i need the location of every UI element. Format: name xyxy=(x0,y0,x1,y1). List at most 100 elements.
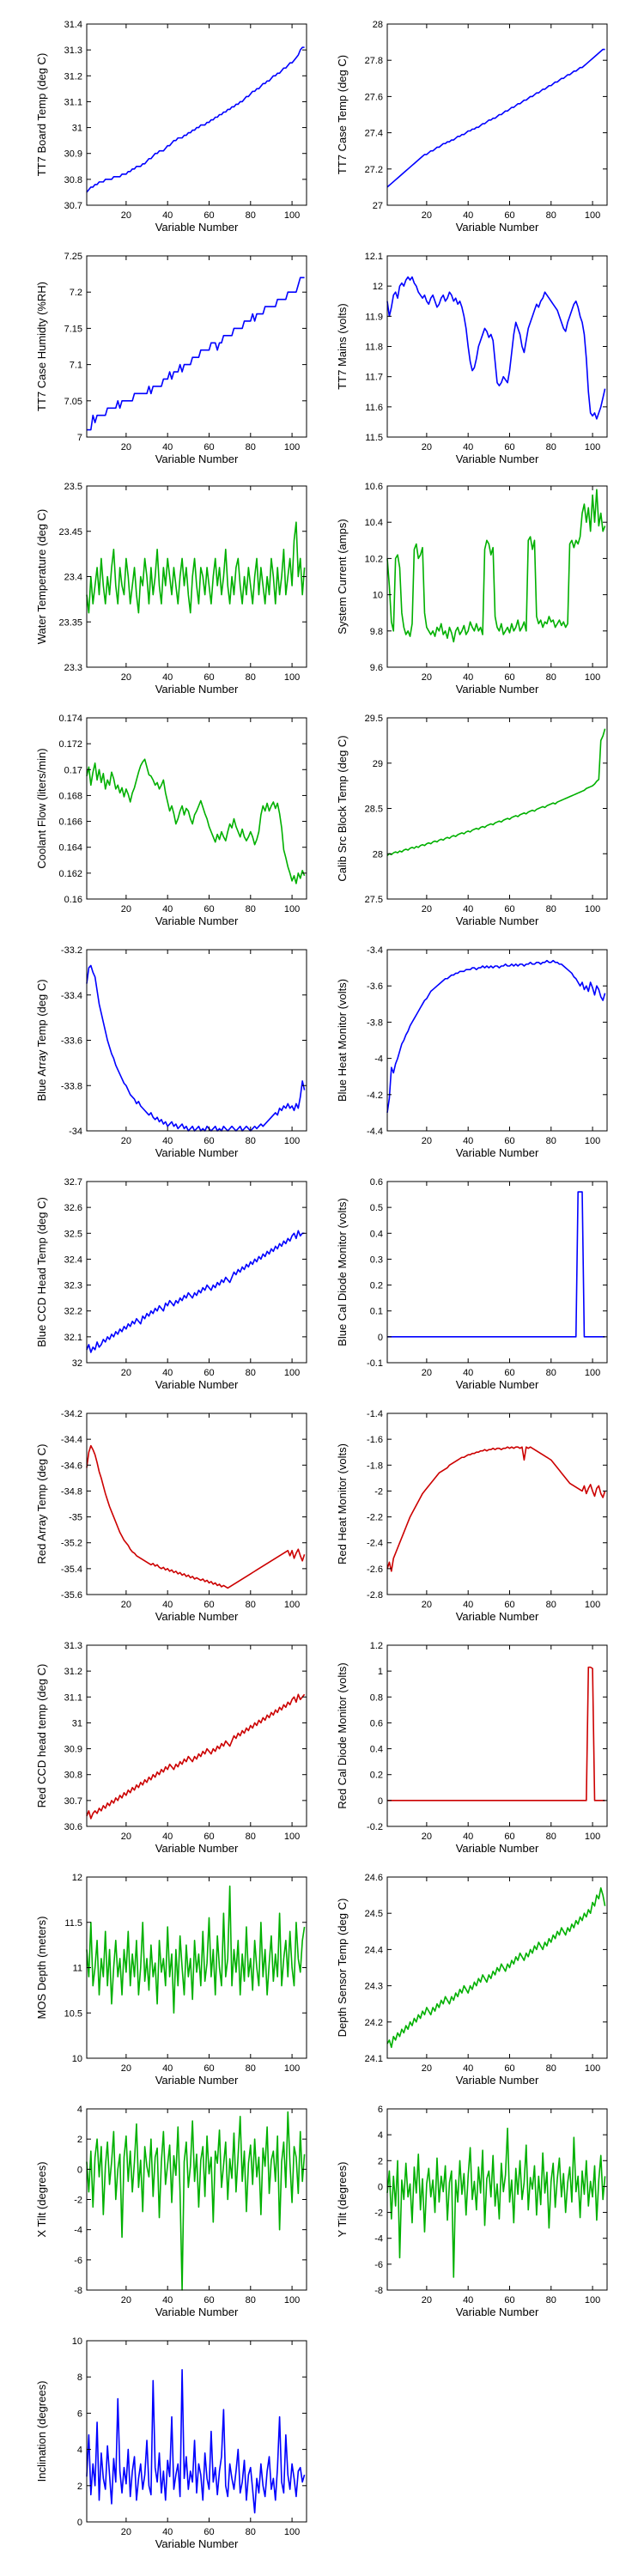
x-axis-label: Variable Number xyxy=(155,1378,239,1391)
x-tick-label: 100 xyxy=(585,2063,600,2074)
x-tick-label: 100 xyxy=(585,1368,600,1378)
y-tick-label: -33.8 xyxy=(61,1081,82,1091)
y-tick-label: -2 xyxy=(374,2208,383,2219)
y-tick-label: 0.5 xyxy=(370,1203,383,1213)
x-tick-label: 60 xyxy=(204,210,214,221)
series-line xyxy=(86,964,306,1132)
x-tick-label: 20 xyxy=(422,2063,432,2074)
y-tick-label: 0.16 xyxy=(64,895,82,905)
y-tick-label: 4 xyxy=(77,2445,82,2456)
y-tick-label: 11.8 xyxy=(365,343,383,353)
y-tick-label: 7.1 xyxy=(70,361,82,371)
x-tick-label: 60 xyxy=(204,672,214,683)
x-tick-label: 100 xyxy=(585,904,600,914)
x-tick-label: 40 xyxy=(463,2295,473,2306)
x-tick-label: 100 xyxy=(585,672,600,683)
x-tick-label: 20 xyxy=(422,1136,432,1146)
y-tick-label: 27.4 xyxy=(365,129,383,139)
x-tick-label: 100 xyxy=(284,210,300,221)
y-tick-label: 30.9 xyxy=(64,1745,82,1755)
y-tick-label: 23.35 xyxy=(58,617,82,628)
series-line xyxy=(86,46,305,193)
x-axis-label: Variable Number xyxy=(155,1146,239,1159)
y-tick-label: 32.1 xyxy=(64,1333,82,1343)
x-tick-label: 40 xyxy=(463,1136,473,1146)
x-tick-label: 80 xyxy=(546,1136,556,1146)
y-tick-label: 24.1 xyxy=(365,2054,383,2064)
series-line xyxy=(386,489,606,643)
y-tick-label: 11.5 xyxy=(64,1918,82,1929)
series-line xyxy=(86,2368,306,2514)
y-axis-label: Inclination (degrees) xyxy=(35,2381,48,2482)
axis-frame xyxy=(86,2340,307,2523)
y-tick-label: -33.6 xyxy=(61,1036,82,1047)
y-tick-label: 6 xyxy=(378,2105,383,2115)
series-line xyxy=(386,1886,606,2049)
subplot-12: 20 40 60 80 100 -0.1 0 0.1 0.2 0.3 0.4 0.5 0.6 Variab… xyxy=(336,1177,608,1391)
plot-area xyxy=(387,1645,607,1826)
x-tick-label: 40 xyxy=(463,904,473,914)
x-tick-label: 40 xyxy=(162,442,173,453)
y-tick-label: 4 xyxy=(378,2130,383,2141)
x-tick-label: 20 xyxy=(422,2295,432,2306)
y-tick-label: -2.6 xyxy=(367,1564,383,1575)
x-tick-label: 40 xyxy=(162,904,173,914)
y-tick-label: 32.2 xyxy=(64,1307,82,1317)
x-tick-label: 60 xyxy=(204,2295,214,2306)
x-tick-label: 40 xyxy=(463,1832,473,1842)
y-tick-label: 7.15 xyxy=(64,324,82,334)
y-tick-label: -3.6 xyxy=(367,981,383,992)
axis-frame xyxy=(386,2108,608,2291)
x-tick-label: 20 xyxy=(121,210,131,221)
series-line xyxy=(86,1885,306,2014)
series-line xyxy=(86,521,306,614)
y-tick-label: 0.2 xyxy=(370,1281,383,1291)
x-tick-label: 100 xyxy=(585,2295,600,2306)
y-axis-label: Red Heat Monitor (volts) xyxy=(336,1443,349,1564)
x-tick-label: 100 xyxy=(585,442,600,453)
x-tick-label: 40 xyxy=(162,1136,173,1146)
y-tick-label: -4 xyxy=(74,2226,82,2236)
y-tick-label: 30.9 xyxy=(64,149,82,160)
series-line xyxy=(86,1444,306,1589)
x-tick-label: 80 xyxy=(246,1600,256,1610)
x-tick-label: 20 xyxy=(121,2295,131,2306)
y-tick-label: 1 xyxy=(378,1667,383,1677)
x-tick-label: 80 xyxy=(246,672,256,683)
y-tick-label: 0.6 xyxy=(370,1718,383,1728)
x-tick-label: 80 xyxy=(546,210,556,221)
x-tick-label: 20 xyxy=(422,1832,432,1842)
x-tick-label: 60 xyxy=(504,2063,514,2074)
y-tick-label: 30.6 xyxy=(64,1822,82,1832)
x-tick-label: 40 xyxy=(463,1600,473,1610)
x-tick-label: 80 xyxy=(246,904,256,914)
y-tick-label: 11.5 xyxy=(365,433,383,443)
x-tick-label: 80 xyxy=(246,1832,256,1842)
subplot-2: 20 40 60 80 100 27 27.2 27.4 27.6 27.8 28 Variable … xyxy=(336,20,608,234)
y-tick-label: 0.174 xyxy=(58,714,82,724)
y-tick-label: -34 xyxy=(69,1127,82,1137)
y-tick-label: -4 xyxy=(374,1054,383,1065)
plot-area xyxy=(87,718,307,899)
y-tick-label: -6 xyxy=(74,2256,82,2266)
plot-area xyxy=(387,24,607,205)
y-tick-label: 27.8 xyxy=(365,56,383,66)
y-tick-label: 0.166 xyxy=(58,817,82,828)
subplot-16: 20 40 60 80 100 -0.2 0 0.2 0.4 0.6 0.8 1 1.2 Variable… xyxy=(336,1641,608,1855)
y-tick-label: -6 xyxy=(374,2260,383,2270)
x-tick-label: 20 xyxy=(422,1600,432,1610)
y-tick-label: 27 xyxy=(373,201,383,211)
y-tick-label: 7.2 xyxy=(70,288,82,298)
subplot-1: 20 40 60 80 100 30.7 30.8 30.9 31 31.1 31.2 31.3 31.… xyxy=(35,20,307,234)
y-tick-label: 10.5 xyxy=(64,2008,82,2019)
y-tick-label: 27.5 xyxy=(365,895,383,905)
axis-frame xyxy=(386,1876,608,2059)
plot-area xyxy=(87,24,307,205)
x-tick-label: 80 xyxy=(546,1600,556,1610)
plot-area xyxy=(87,2341,307,2522)
y-tick-label: 7 xyxy=(77,433,82,443)
y-tick-label: 10 xyxy=(373,591,383,601)
x-axis-label: Variable Number xyxy=(155,1842,239,1855)
x-tick-label: 100 xyxy=(284,1832,300,1842)
y-tick-label: 29.5 xyxy=(365,714,383,724)
